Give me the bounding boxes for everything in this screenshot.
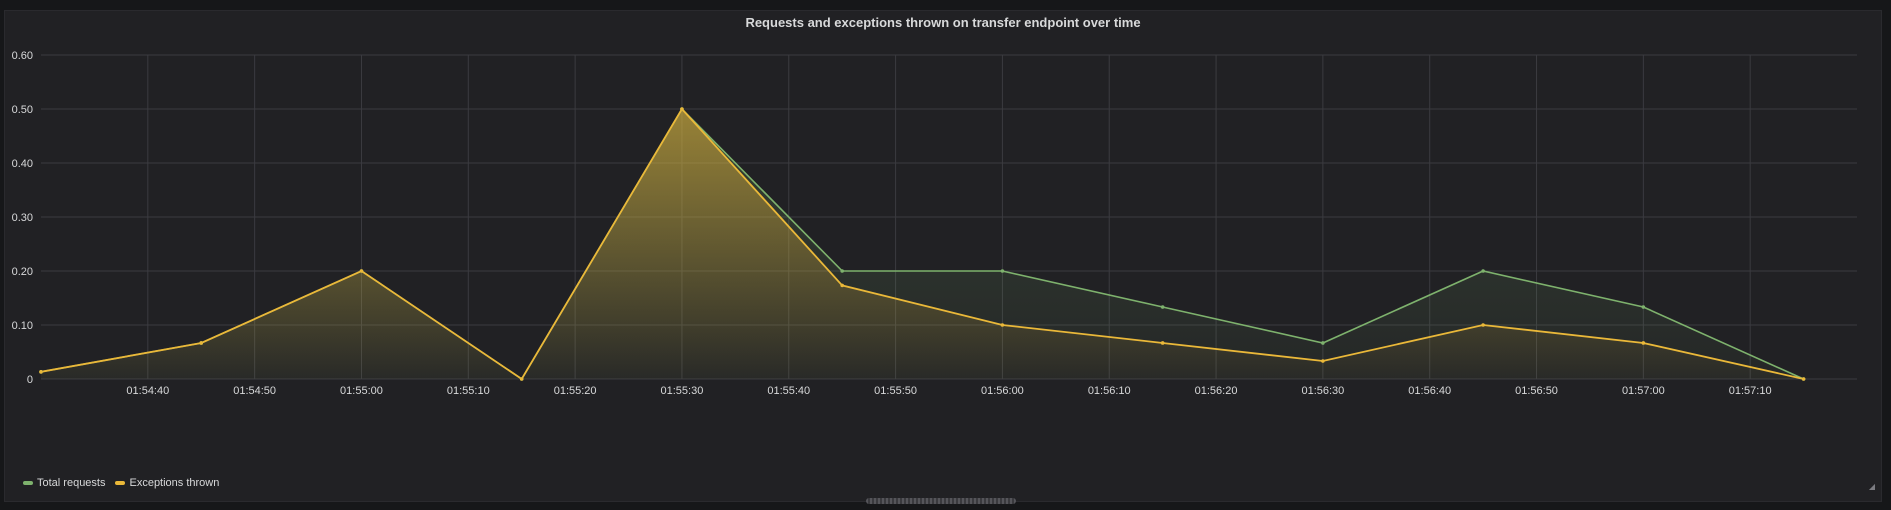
x-tick-label: 01:55:30 [661,385,704,397]
legend-item-exceptions-thrown[interactable]: Exceptions thrown [115,477,219,489]
exceptions-thrown-line [40,107,1804,381]
x-tick-label: 01:56:20 [1195,385,1238,397]
x-tick-label: 01:54:50 [233,385,276,397]
exceptions-thrown-point [1160,341,1165,345]
exceptions-thrown-point [39,370,43,374]
x-tick-label: 01:55:20 [554,385,597,397]
legend-item-total-requests[interactable]: Total requests [23,477,105,489]
total-requests-point [1160,305,1165,309]
total-requests-point [840,269,844,273]
total-requests-point [1000,269,1005,273]
resize-handle-icon[interactable]: ◢ [1868,482,1875,491]
x-tick-label: 01:55:10 [447,385,490,397]
y-tick-label: 0.30 [12,212,33,224]
exceptions-thrown-point [1801,377,1806,381]
y-tick-label: 0.50 [12,104,33,116]
legend-label-total-requests: Total requests [37,477,106,489]
exceptions-thrown-point [359,269,364,273]
total-requests-point [1481,269,1485,273]
exceptions-thrown-point [1000,323,1005,327]
x-tick-label: 01:54:40 [126,385,169,397]
legend-label-exceptions-thrown: Exceptions thrown [129,477,220,489]
x-tick-label: 01:57:10 [1729,385,1772,397]
x-tick-label: 01:56:40 [1408,385,1451,397]
x-tick-label: 01:56:30 [1301,385,1344,397]
exceptions-thrown-point [1481,323,1485,327]
legend-swatch-exceptions-thrown [115,481,126,485]
y-tick-label: 0.10 [12,320,33,332]
x-tick-label: 01:55:50 [874,385,917,397]
y-tick-label: 0 [27,374,33,386]
exceptions-thrown-point [680,107,684,111]
total-requests-point [1321,341,1325,345]
y-tick-label: 0.40 [12,158,33,170]
exceptions-thrown-point [1641,341,1646,345]
x-tick-label: 01:55:00 [340,385,383,397]
y-tick-label: 0.60 [12,50,33,62]
total-requests-point [1641,305,1646,309]
x-tick-label: 01:56:00 [981,385,1024,397]
legend: Total requests Exceptions thrown [23,477,219,489]
exceptions-thrown-point [840,283,844,288]
chart-svg: 0 0.10 0.20 0.30 0.40 0.50 0.60 01:54:40 01:54:5… [12,50,1857,397]
x-tick-label: 01:55:40 [767,385,810,397]
legend-swatch-total-requests [23,481,33,485]
exceptions-thrown-area [41,109,1804,379]
exceptions-thrown-point [199,341,204,345]
exceptions-thrown-point [519,377,524,381]
graph-panel: Requests and exceptions thrown on transf… [4,10,1882,502]
panel-title[interactable]: Requests and exceptions thrown on transf… [745,15,1141,30]
y-tick-label: 0.20 [12,266,33,278]
exceptions-thrown-point [1321,359,1325,363]
x-tick-label: 01:56:10 [1088,385,1131,397]
x-tick-label: 01:57:00 [1622,385,1665,397]
horizontal-scrollbar[interactable] [866,498,1016,504]
x-tick-label: 01:56:50 [1515,385,1558,397]
